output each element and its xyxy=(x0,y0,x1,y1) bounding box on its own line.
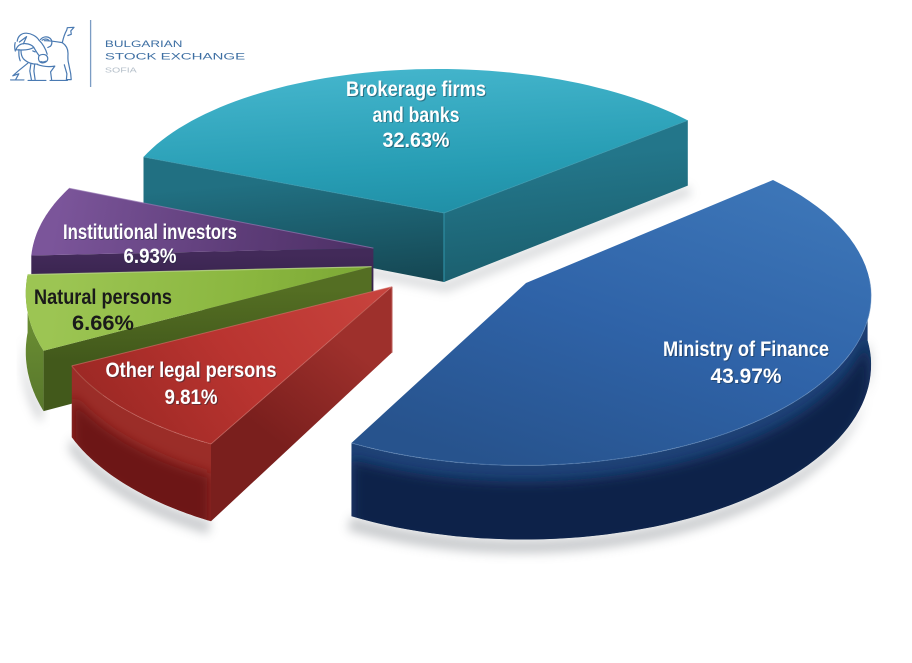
svg-text:Natural persons: Natural persons xyxy=(34,286,172,309)
svg-text:32.63%: 32.63% xyxy=(383,129,450,152)
svg-text:Institutional investors: Institutional investors xyxy=(63,221,237,244)
svg-text:43.97%: 43.97% xyxy=(711,365,782,388)
svg-text:Brokerage firms: Brokerage firms xyxy=(346,78,486,101)
svg-text:6.93%: 6.93% xyxy=(124,245,177,268)
svg-text:6.93%: 6.93% xyxy=(124,246,177,269)
svg-text:BULGARIAN: BULGARIAN xyxy=(105,39,183,50)
svg-text:43.97%: 43.97% xyxy=(712,366,783,389)
svg-text:Ministry of Finance: Ministry of Finance xyxy=(663,338,829,361)
svg-text:Ministry of Finance: Ministry of Finance xyxy=(664,339,830,362)
svg-text:Other legal persons: Other legal persons xyxy=(107,360,278,383)
svg-text:and banks: and banks xyxy=(373,104,460,127)
svg-text:Institutional investors: Institutional investors xyxy=(64,222,238,245)
svg-text:Brokerage firms: Brokerage firms xyxy=(347,79,487,102)
svg-text:and banks: and banks xyxy=(374,105,461,128)
svg-text:Other legal persons: Other legal persons xyxy=(106,359,277,382)
svg-text:STOCK EXCHANGE: STOCK EXCHANGE xyxy=(105,52,245,63)
svg-text:32.63%: 32.63% xyxy=(384,130,451,153)
svg-text:9.81%: 9.81% xyxy=(165,386,218,409)
svg-text:6.66%: 6.66% xyxy=(72,312,134,335)
svg-text:SOFIA: SOFIA xyxy=(105,66,137,75)
svg-text:9.81%: 9.81% xyxy=(166,387,219,410)
